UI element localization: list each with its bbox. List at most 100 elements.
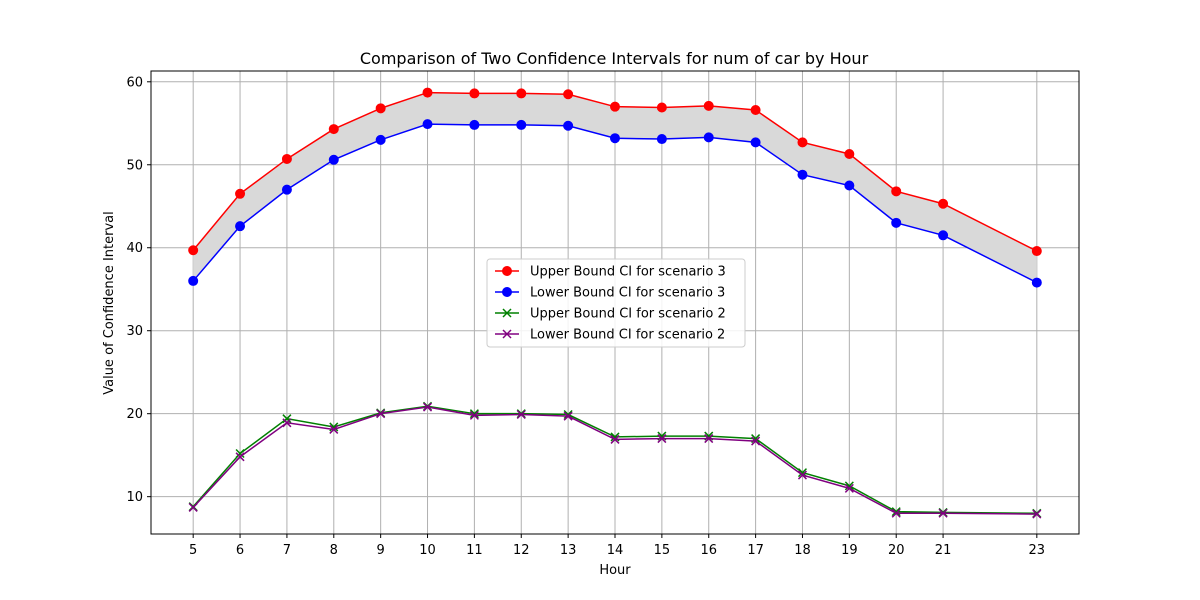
data-point <box>938 230 949 241</box>
x-marker-stroke <box>422 402 433 412</box>
legend-label: Upper Bound CI for scenario 2 <box>530 307 726 322</box>
x-tick-label: 9 <box>377 543 385 558</box>
legend-label: Upper Bound CI for scenario 3 <box>530 265 726 280</box>
x-tick-label: 15 <box>654 543 671 558</box>
x-marker-stroke <box>235 448 245 459</box>
legend-marker <box>502 329 512 339</box>
x-marker-stroke <box>844 483 854 493</box>
x-marker-stroke <box>188 502 198 512</box>
data-point <box>1031 246 1042 257</box>
fill-between-band <box>193 92 1037 283</box>
data-point <box>188 245 199 256</box>
legend: Upper Bound CI for scenario 3 Lower Bound… <box>486 258 746 348</box>
data-point <box>610 101 620 112</box>
x-marker-stroke <box>751 436 761 446</box>
data-point <box>469 410 479 420</box>
data-point <box>516 409 526 420</box>
data-point <box>516 88 527 99</box>
x-tick-label: 17 <box>747 543 764 558</box>
legend-marker <box>502 266 512 276</box>
data-point <box>938 198 949 209</box>
data-point <box>281 153 292 164</box>
data-point <box>281 184 292 195</box>
data-point <box>469 409 479 419</box>
x-tick-label: 6 <box>236 543 244 558</box>
x-marker-stroke <box>235 452 245 462</box>
x-marker-stroke <box>502 308 512 318</box>
x-tick-label: 7 <box>283 543 291 558</box>
y-tick-label: 50 <box>126 158 143 173</box>
data-point <box>375 134 386 145</box>
data-point <box>844 483 854 493</box>
x-tick-label: 23 <box>1029 543 1046 558</box>
axis-ticks: 5 6 7 8 9 10 11 12 13 14 15 16 17 18 19 20 21 23 10 20 30 40 5… <box>126 75 1045 558</box>
x-tick-label: 20 <box>888 543 905 558</box>
series-1 <box>188 87 1042 257</box>
x-marker-stroke <box>376 409 386 419</box>
data-point <box>328 154 339 165</box>
grid <box>151 71 1079 534</box>
x-tick-label: 21 <box>935 543 952 558</box>
data-point <box>188 502 198 512</box>
x-tick-label: 10 <box>419 543 436 558</box>
x-marker-stroke <box>938 508 948 518</box>
x-tick-label: 5 <box>189 543 197 558</box>
x-marker-stroke <box>891 508 901 518</box>
data-point <box>329 424 339 434</box>
data-point <box>235 448 245 459</box>
x-marker-stroke <box>516 409 526 420</box>
data-point <box>516 119 527 130</box>
data-point <box>891 217 902 228</box>
series-2 <box>188 119 1042 288</box>
y-tick-label: 30 <box>126 324 143 339</box>
data-point <box>610 434 620 444</box>
data-point <box>235 221 246 232</box>
data-point <box>938 508 948 518</box>
legend-entry: Lower Bound CI for scenario 2 <box>495 328 725 343</box>
legend-entry: Upper Bound CI for scenario 2 <box>495 307 726 322</box>
data-point <box>704 434 714 444</box>
legend-entry: Lower Bound CI for scenario 3 <box>495 286 725 301</box>
data-point <box>797 137 808 148</box>
x-marker-stroke <box>797 468 808 478</box>
legend-marker <box>502 287 512 297</box>
x-marker-stroke <box>610 434 620 444</box>
data-point <box>750 104 761 115</box>
x-marker-stroke <box>844 481 854 491</box>
legend-marker <box>502 308 512 318</box>
data-point <box>375 103 386 114</box>
x-marker-stroke <box>282 414 292 424</box>
series-lines <box>188 87 1042 519</box>
data-point <box>328 124 339 135</box>
x-marker-stroke <box>1032 509 1042 519</box>
data-point <box>563 89 574 100</box>
x-tick-label: 12 <box>513 543 530 558</box>
data-point <box>657 434 667 444</box>
x-marker-stroke <box>469 410 479 420</box>
data-point <box>1032 509 1042 519</box>
x-marker-stroke <box>469 409 479 419</box>
x-marker-stroke <box>891 507 901 517</box>
data-point <box>563 120 574 131</box>
x-marker-stroke <box>329 424 339 434</box>
data-point <box>844 481 854 491</box>
data-point <box>376 409 386 419</box>
x-marker-stroke <box>657 434 667 444</box>
x-tick-label: 16 <box>700 543 717 558</box>
x-marker-stroke <box>502 329 512 339</box>
data-point <box>891 186 902 197</box>
x-marker-stroke <box>563 411 573 421</box>
series-line <box>192 405 1037 515</box>
x-tick-label: 19 <box>841 543 858 558</box>
legend-label: Lower Bound CI for scenario 3 <box>530 286 725 301</box>
data-point <box>422 119 433 130</box>
series-line <box>192 91 1038 252</box>
data-point <box>422 402 433 412</box>
data-point <box>188 275 199 286</box>
data-point <box>844 148 855 159</box>
series-4 <box>188 402 1042 519</box>
data-point <box>703 100 714 111</box>
data-point <box>844 180 855 191</box>
data-point <box>469 88 480 99</box>
